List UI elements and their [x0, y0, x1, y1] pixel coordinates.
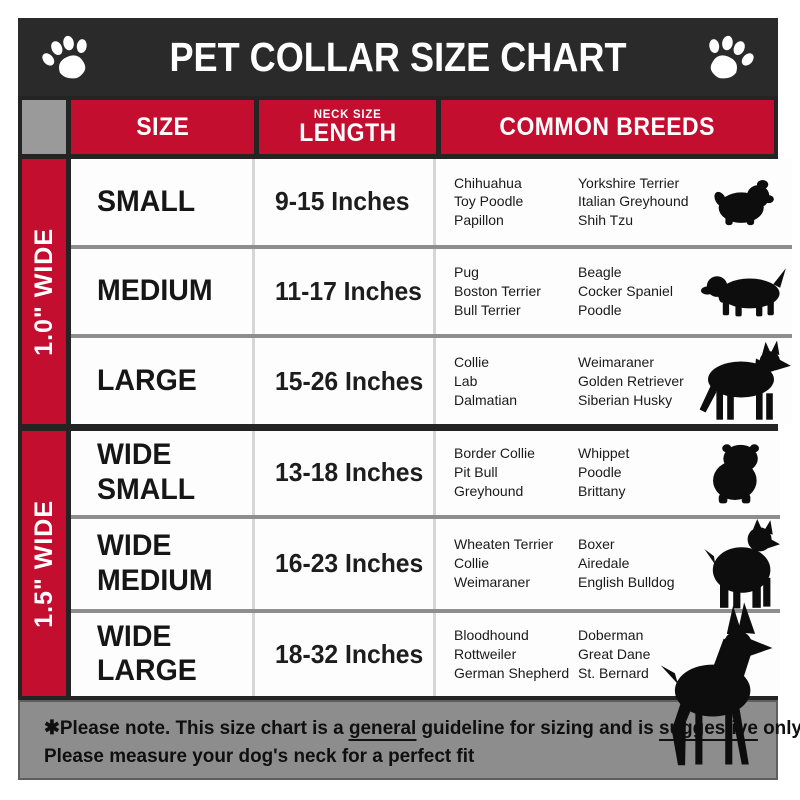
- header-common-breeds: COMMON BREEDS: [441, 100, 774, 154]
- german-shepherd-silhouette-icon: [696, 340, 792, 422]
- paw-print-icon: [42, 35, 87, 79]
- breed-list: Collie Lab Dalmatian: [454, 353, 518, 408]
- size-label: LARGE: [97, 363, 197, 397]
- neck-length-value: 9-15 Inches: [275, 186, 410, 217]
- footer-note: ✱Please note. This size chart is a gener…: [18, 700, 800, 780]
- section-1-inch-wide: 1.0" WIDE SMALL 9-15 Inches Chihuahua To…: [22, 159, 792, 425]
- neck-length-value: 18-32 Inches: [275, 638, 424, 669]
- section-1-5-inch-wide: 1.5" WIDE WIDE SMALL 13-18 Inches Border…: [22, 431, 780, 765]
- table-row-large: LARGE 15-26 Inches Collie Lab Dalmatian …: [71, 334, 792, 425]
- breed-list: Yorkshire Terrier Italian Greyhound Shih…: [578, 174, 689, 229]
- breed-list: Chihuahua Toy Poodle Papillon: [454, 174, 524, 229]
- header-size: SIZE: [71, 100, 254, 154]
- underlined-word: general: [348, 717, 417, 741]
- width-label-1-5-inch: 1.5" WIDE: [22, 431, 66, 696]
- shih-tzu-silhouette-icon: [696, 176, 792, 228]
- header-corner-cell: [22, 100, 66, 154]
- pit-bull-silhouette-icon: [696, 518, 780, 609]
- breed-list: Bloodhound Rottweiler German Shepherd: [454, 626, 570, 681]
- size-label: SMALL: [97, 184, 196, 218]
- size-label: MEDIUM: [97, 274, 213, 308]
- neck-length-value: 16-23 Inches: [275, 548, 424, 578]
- table-body: 1.0" WIDE SMALL 9-15 Inches Chihuahua To…: [22, 159, 792, 765]
- breed-list: Beagle Cocker Spaniel Poodle: [578, 264, 673, 318]
- paw-print-icon: [709, 35, 754, 79]
- bulldog-silhouette-icon: [696, 440, 780, 506]
- breed-list: Wheaten Terrier Collie Weimaraner: [454, 536, 554, 590]
- neck-length-value: 13-18 Inches: [275, 457, 424, 488]
- size-label: WIDE LARGE: [97, 619, 197, 688]
- table-row-small: SMALL 9-15 Inches Chihuahua Toy Poodle P…: [71, 159, 792, 245]
- breed-list: Weimaraner Golden Retriever Siberian Hus…: [578, 353, 684, 408]
- size-chart-table: SIZE NECK SIZE LENGTH COMMON BREEDS 1.0"…: [18, 96, 792, 765]
- note-line-2: Please measure your dog's neck for a per…: [44, 745, 475, 768]
- beagle-silhouette-icon: [696, 264, 792, 320]
- table-header-row: SIZE NECK SIZE LENGTH COMMON BREEDS: [22, 100, 774, 154]
- size-label: WIDE MEDIUM: [97, 529, 213, 597]
- size-label: WIDE SMALL: [97, 438, 196, 506]
- title-bar: PET COLLAR SIZE CHART: [18, 18, 778, 96]
- breed-list: Doberman Great Dane St. Bernard: [578, 626, 651, 681]
- neck-length-value: 15-26 Inches: [275, 365, 424, 396]
- breed-list: Boxer Airedale English Bulldog: [578, 536, 675, 590]
- table-row-medium: MEDIUM 11-17 Inches Pug Boston Terrier B…: [71, 244, 792, 335]
- width-label-1-inch: 1.0" WIDE: [22, 159, 66, 424]
- doberman-silhouette-icon: [656, 601, 774, 778]
- header-neck-size-length: NECK SIZE LENGTH: [259, 100, 436, 154]
- table-row-wide-large: WIDE LARGE 18-32 Inches: [71, 601, 780, 765]
- neck-length-value: 11-17 Inches: [275, 276, 422, 306]
- breed-list: Border Collie Pit Bull Greyhound: [454, 445, 535, 500]
- table-row-wide-small: WIDE SMALL 13-18 Inches Border Collie Pi…: [71, 431, 780, 515]
- breed-list: Whippet Poodle Brittany: [578, 445, 630, 500]
- breed-list: Pug Boston Terrier Bull Terrier: [454, 264, 541, 318]
- table-row-wide-medium: WIDE MEDIUM 16-23 Inches Wheaten Terrier…: [71, 514, 780, 609]
- note-line-1: ✱Please note. This size chart is a gener…: [44, 717, 800, 741]
- page-title: PET COLLAR SIZE CHART: [169, 33, 627, 80]
